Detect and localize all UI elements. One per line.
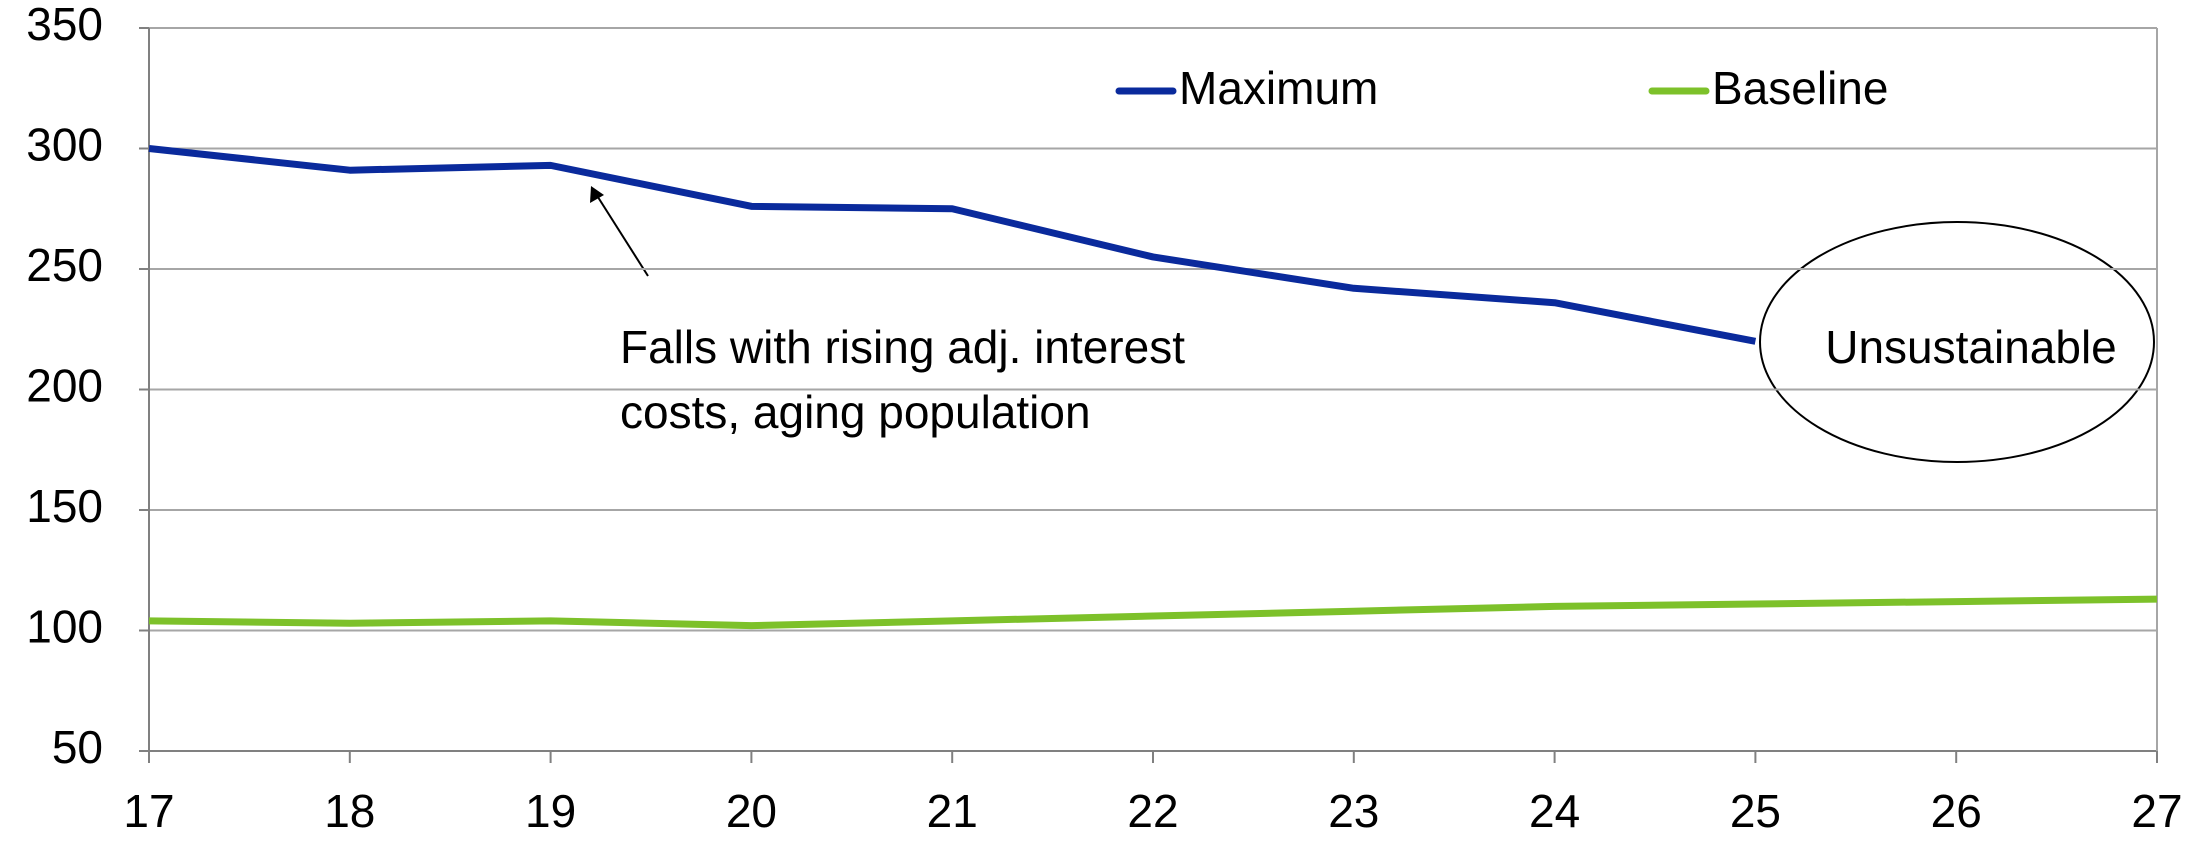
y-tick-label: 250	[26, 239, 103, 291]
y-tick-label: 100	[26, 601, 103, 653]
y-tick-label: 150	[26, 480, 103, 532]
annotation-arrow	[595, 193, 649, 277]
x-tick-label: 22	[1127, 785, 1178, 837]
legend-label: Baseline	[1712, 62, 1888, 114]
x-tick-label: 23	[1328, 785, 1379, 837]
y-tick-label: 300	[26, 119, 103, 171]
annotation: Falls with rising adj. interest	[620, 321, 1185, 373]
line-series	[148, 145, 1757, 345]
x-tick-label: 20	[726, 785, 777, 837]
y-tick-label: 50	[52, 721, 103, 773]
x-tick-label: 25	[1730, 785, 1781, 837]
legend-label: Maximum	[1179, 62, 1378, 114]
x-tick-label: 19	[525, 785, 576, 837]
y-tick-label: 200	[26, 360, 103, 412]
y-tick-label: 350	[26, 0, 103, 50]
x-tick-label: 21	[927, 785, 978, 837]
x-tick-label: 26	[1931, 785, 1982, 837]
x-tick-label: 17	[123, 785, 174, 837]
x-tick-label: 18	[324, 785, 375, 837]
annotation: Unsustainable	[1825, 321, 2117, 373]
arrow-head	[590, 186, 604, 203]
x-tick-label: 27	[2131, 785, 2182, 837]
line-series	[148, 595, 2158, 630]
x-tick-label: 24	[1529, 785, 1580, 837]
annotation-ellipse	[1759, 221, 2155, 463]
annotation: costs, aging population	[620, 386, 1091, 438]
